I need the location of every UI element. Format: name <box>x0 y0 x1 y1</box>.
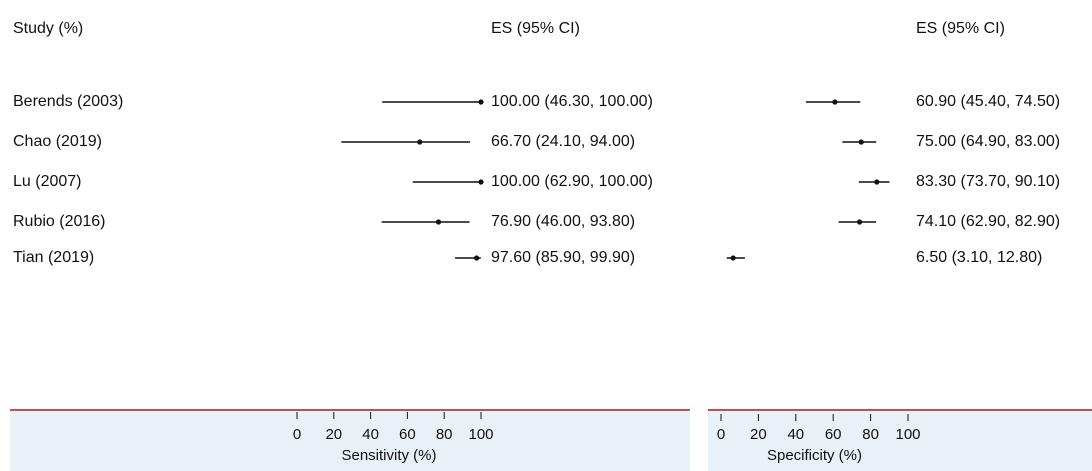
sensitivity-tick-label: 80 <box>435 426 453 443</box>
study-label: Tian (2019) <box>13 249 95 266</box>
study-label: Berends (2003) <box>13 93 124 110</box>
specificity-point-estimate <box>858 139 864 145</box>
specificity-point-estimate <box>874 179 880 185</box>
study-label: Chao (2019) <box>13 133 102 150</box>
sensitivity-tick-label: 60 <box>399 426 416 443</box>
sensitivity-point-estimate <box>435 219 442 225</box>
sensitivity-es-label: 97.60 (85.90, 99.90) <box>491 249 636 266</box>
specificity-es-label: 75.00 (64.90, 83.00) <box>916 133 1061 150</box>
sensitivity-es-label: 100.00 (62.90, 100.00) <box>491 173 653 190</box>
sensitivity-point-estimate <box>417 139 423 145</box>
sensitivity-tick-label: 100 <box>468 426 494 443</box>
specificity-point-estimate <box>730 255 736 261</box>
sensitivity-point-estimate <box>478 179 484 185</box>
specificity-es-label: 60.90 (45.40, 74.50) <box>916 93 1061 110</box>
study-column-header: Study (%) <box>13 20 84 37</box>
sensitivity-es-label: 66.70 (24.10, 94.00) <box>491 133 636 150</box>
specificity-es-header: ES (95% CI) <box>916 20 1005 37</box>
sensitivity-es-label: 76.90 (46.00, 93.80) <box>491 213 636 230</box>
specificity-point-estimate <box>856 219 863 225</box>
study-label: Lu (2007) <box>13 173 82 190</box>
specificity-es-label: 6.50 (3.10, 12.80) <box>916 249 1043 266</box>
specificity-tick-label: 20 <box>750 426 767 443</box>
specificity-es-label: 83.30 (73.70, 90.10) <box>916 173 1061 190</box>
specificity-axis-band <box>708 409 1092 471</box>
sensitivity-es-label: 100.00 (46.30, 100.00) <box>491 93 653 110</box>
specificity-tick-label: 80 <box>862 426 879 443</box>
specificity-axis-title: Specificity (%) <box>766 447 863 464</box>
specificity-tick-label: 100 <box>895 426 921 443</box>
sensitivity-tick-label: 0 <box>292 426 302 443</box>
specificity-tick-label: 0 <box>716 426 726 443</box>
specificity-point-estimate <box>832 99 838 105</box>
sensitivity-axis-title: Sensitivity (%) <box>341 447 437 464</box>
sensitivity-axis-band <box>10 409 690 471</box>
specificity-tick-label: 40 <box>787 426 805 443</box>
sensitivity-tick-label: 20 <box>325 426 343 443</box>
specificity-es-label: 74.10 (62.90, 82.90) <box>916 213 1061 230</box>
sensitivity-tick-label: 40 <box>362 426 379 443</box>
sensitivity-es-header: ES (95% CI) <box>491 20 580 37</box>
sensitivity-point-estimate <box>478 99 484 105</box>
specificity-tick-label: 60 <box>824 426 842 443</box>
sensitivity-point-estimate <box>473 255 480 261</box>
study-label: Rubio (2016) <box>13 213 106 230</box>
